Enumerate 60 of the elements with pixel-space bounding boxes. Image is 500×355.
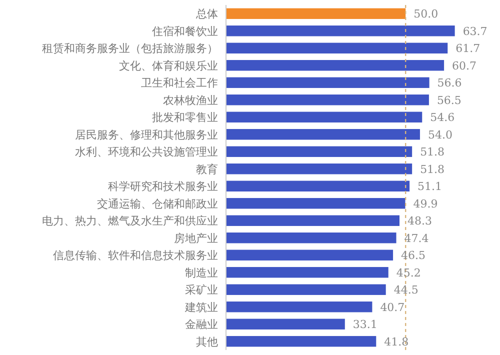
y-tick-label: 总体 bbox=[195, 8, 218, 21]
y-tick-label: 其他 bbox=[196, 335, 218, 348]
data-label: 45.2 bbox=[396, 266, 421, 280]
bar bbox=[226, 336, 376, 347]
bar bbox=[226, 94, 429, 106]
bar bbox=[226, 8, 406, 19]
data-label: 51.8 bbox=[420, 146, 445, 159]
bar bbox=[226, 198, 406, 209]
y-tick-label: 租赁和商务服务业（包括旅游服务） bbox=[42, 42, 218, 56]
bar bbox=[226, 250, 394, 260]
data-label: 54.6 bbox=[430, 111, 455, 124]
bar bbox=[226, 77, 430, 88]
data-label: 60.7 bbox=[452, 59, 477, 72]
bar bbox=[226, 60, 444, 71]
data-label: 44.5 bbox=[394, 284, 418, 297]
y-tick-label: 水利、环境和公共设施管理业 bbox=[75, 146, 218, 159]
bar bbox=[226, 318, 345, 330]
data-label: 46.5 bbox=[401, 249, 426, 262]
data-label: 56.6 bbox=[437, 76, 462, 90]
bar bbox=[226, 146, 412, 157]
bar bbox=[226, 232, 396, 244]
data-label: 50.0 bbox=[414, 8, 438, 21]
data-label: 51.8 bbox=[420, 162, 445, 176]
bar bbox=[226, 26, 455, 36]
y-tick-label: 采矿业 bbox=[185, 284, 218, 297]
data-label: 49.9 bbox=[413, 197, 438, 210]
y-tick-label: 农林牧渔业 bbox=[163, 94, 218, 107]
bar bbox=[226, 164, 412, 174]
y-tick-label: 电力、热力、燃气及水生产和供应业 bbox=[42, 214, 218, 228]
bar bbox=[226, 42, 448, 54]
data-label: 33.1 bbox=[352, 318, 378, 332]
bar bbox=[226, 215, 400, 226]
y-tick-label: 信息传输、软件和信息技术服务业 bbox=[53, 249, 218, 262]
data-label: 47.4 bbox=[404, 232, 429, 245]
y-tick-label: 教育 bbox=[196, 162, 218, 176]
bar bbox=[226, 129, 420, 140]
y-tick-label: 卫生和社会工作 bbox=[141, 76, 218, 90]
y-tick-label: 房地产业 bbox=[174, 232, 218, 245]
bar bbox=[226, 284, 386, 295]
bar bbox=[226, 267, 388, 278]
data-label: 63.7 bbox=[462, 24, 488, 38]
y-tick-label: 批发和零售业 bbox=[152, 111, 218, 124]
bar bbox=[226, 180, 410, 192]
data-label: 61.7 bbox=[456, 42, 480, 56]
bar bbox=[226, 112, 422, 122]
data-label: 51.1 bbox=[418, 180, 442, 194]
y-tick-label: 金融业 bbox=[185, 318, 218, 332]
data-label: 56.5 bbox=[436, 94, 462, 107]
y-tick-label: 交通运输、仓储和邮政业 bbox=[97, 197, 218, 210]
y-tick-label: 住宿和餐饮业 bbox=[152, 24, 218, 38]
y-tick-label: 建筑业 bbox=[184, 300, 218, 314]
y-tick-label: 制造业 bbox=[185, 266, 218, 280]
y-tick-label: 居民服务、修理和其他服务业 bbox=[75, 128, 218, 142]
data-label: 40.7 bbox=[380, 300, 405, 314]
data-label: 54.0 bbox=[428, 128, 452, 142]
data-label: 41.8 bbox=[384, 335, 409, 348]
y-tick-label: 文化、体育和娱乐业 bbox=[119, 59, 218, 72]
bar bbox=[226, 302, 372, 312]
y-tick-label: 科学研究和技术服务业 bbox=[108, 180, 218, 194]
data-label: 48.3 bbox=[407, 214, 432, 228]
